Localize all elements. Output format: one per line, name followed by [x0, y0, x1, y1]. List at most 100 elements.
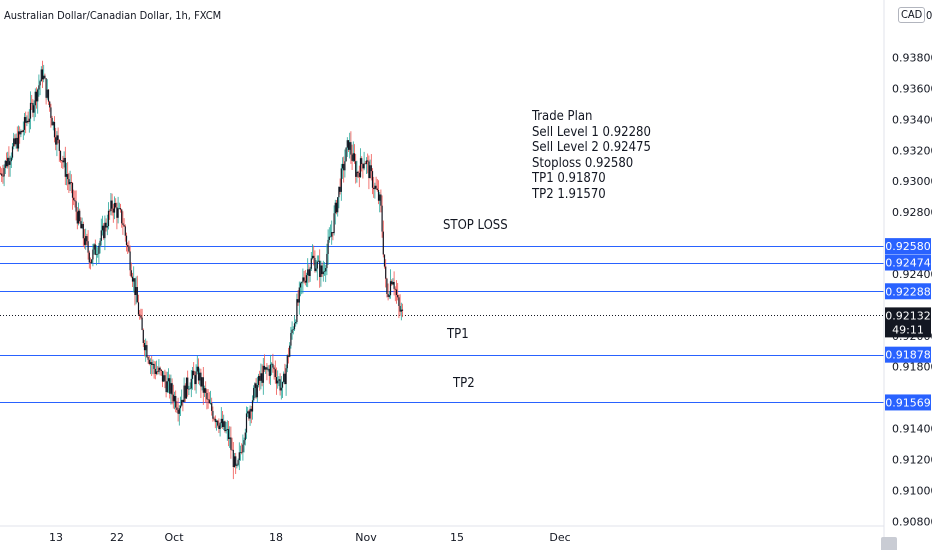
- candle-body: [179, 405, 182, 409]
- candle-body: [160, 369, 162, 371]
- candle-body: [104, 222, 106, 239]
- candle-body: [305, 275, 308, 283]
- candle-body: [103, 225, 105, 239]
- candle-body: [59, 150, 62, 161]
- candle-body: [225, 430, 227, 432]
- candle-body: [148, 359, 150, 365]
- candle-body: [307, 269, 309, 276]
- candle-body: [304, 280, 306, 283]
- candle-body: [124, 226, 126, 236]
- candle-body: [64, 157, 66, 177]
- candle-body: [215, 420, 218, 423]
- candle-body: [129, 251, 131, 271]
- candle-body: [205, 388, 207, 393]
- candle-body: [7, 157, 9, 167]
- candle-body: [247, 411, 249, 414]
- price-tag-label: 0.92474: [885, 257, 931, 270]
- candle-body: [190, 378, 192, 389]
- candle-body: [262, 365, 264, 383]
- candle-body: [134, 278, 136, 295]
- price-tag-label: 0.91878: [885, 349, 931, 362]
- candle-body: [62, 160, 64, 163]
- candle-body: [230, 437, 232, 450]
- price-tag: [885, 394, 931, 411]
- candle-body: [201, 377, 203, 387]
- candle-body: [94, 244, 96, 255]
- trade-plan-line: Stoploss 0.92580: [532, 155, 634, 171]
- candle-body: [17, 131, 20, 149]
- candle-body: [117, 208, 119, 218]
- candle-body: [284, 373, 286, 385]
- candle-body: [152, 363, 154, 365]
- candle-body: [101, 225, 104, 231]
- candle-body: [237, 460, 239, 465]
- candle-body: [381, 205, 383, 232]
- candle-body: [171, 383, 173, 395]
- candle-body: [200, 372, 202, 387]
- candle-body: [28, 118, 30, 123]
- candle-body: [344, 161, 346, 171]
- trade-plan-note[interactable]: Trade Plan Sell Level 1 0.92280 Sell Lev…: [532, 109, 651, 202]
- candle-body: [13, 138, 15, 147]
- tp1-label: TP1: [447, 327, 469, 342]
- candle-body: [319, 260, 321, 278]
- candle-body: [397, 294, 399, 298]
- candle-body: [325, 268, 327, 272]
- candle-body: [395, 289, 398, 295]
- candle-body: [79, 210, 81, 222]
- candle-body: [353, 153, 356, 162]
- candle-body: [261, 373, 263, 383]
- stop-loss-label: STOP LOSS: [443, 218, 508, 233]
- currency-badge[interactable]: CAD: [898, 7, 926, 23]
- candle-body: [347, 140, 350, 150]
- candle-body: [77, 210, 80, 224]
- price-tag-label: 0.91569: [885, 396, 931, 409]
- candle-body: [239, 452, 242, 453]
- price-tag-label: 0.92288: [885, 285, 931, 298]
- candle-body: [9, 161, 11, 165]
- candle-body: [143, 343, 146, 351]
- candle-body: [116, 207, 118, 218]
- candle-body: [357, 171, 359, 173]
- candle-body: [374, 185, 376, 190]
- candle-body: [208, 399, 210, 404]
- candle-body: [314, 257, 316, 271]
- x-tick-label: 13: [49, 531, 63, 544]
- candle-body: [88, 252, 90, 263]
- candle-body: [253, 387, 255, 401]
- candle-body: [183, 385, 185, 402]
- candle-body: [271, 363, 273, 365]
- candle-body: [370, 165, 372, 172]
- candle-body: [293, 323, 296, 330]
- candle-body: [71, 182, 74, 198]
- candle-body: [299, 283, 302, 288]
- candle-body: [10, 157, 12, 162]
- candle-body: [169, 378, 171, 394]
- candle-body: [58, 140, 60, 151]
- tradingview-logo-icon[interactable]: [881, 537, 897, 550]
- candle-body: [291, 329, 293, 334]
- candle-body: [382, 231, 384, 255]
- candle-body: [213, 418, 215, 420]
- candle-body: [214, 418, 216, 423]
- candle-body: [11, 146, 14, 158]
- candle-body: [23, 117, 26, 130]
- trade-plan-line: Sell Level 2 0.92475: [532, 140, 651, 155]
- candle-body: [37, 89, 39, 102]
- candle-body: [92, 249, 94, 260]
- candle-body: [112, 208, 114, 213]
- candle-body: [279, 379, 281, 391]
- candle-body: [147, 357, 149, 360]
- candle-body: [51, 117, 53, 126]
- candle-body: [256, 385, 258, 398]
- current-price-label: 0.92132: [885, 309, 931, 322]
- candle-body: [358, 172, 360, 178]
- candle-body: [158, 367, 160, 372]
- candle-body: [323, 271, 326, 272]
- candle-body: [265, 367, 267, 370]
